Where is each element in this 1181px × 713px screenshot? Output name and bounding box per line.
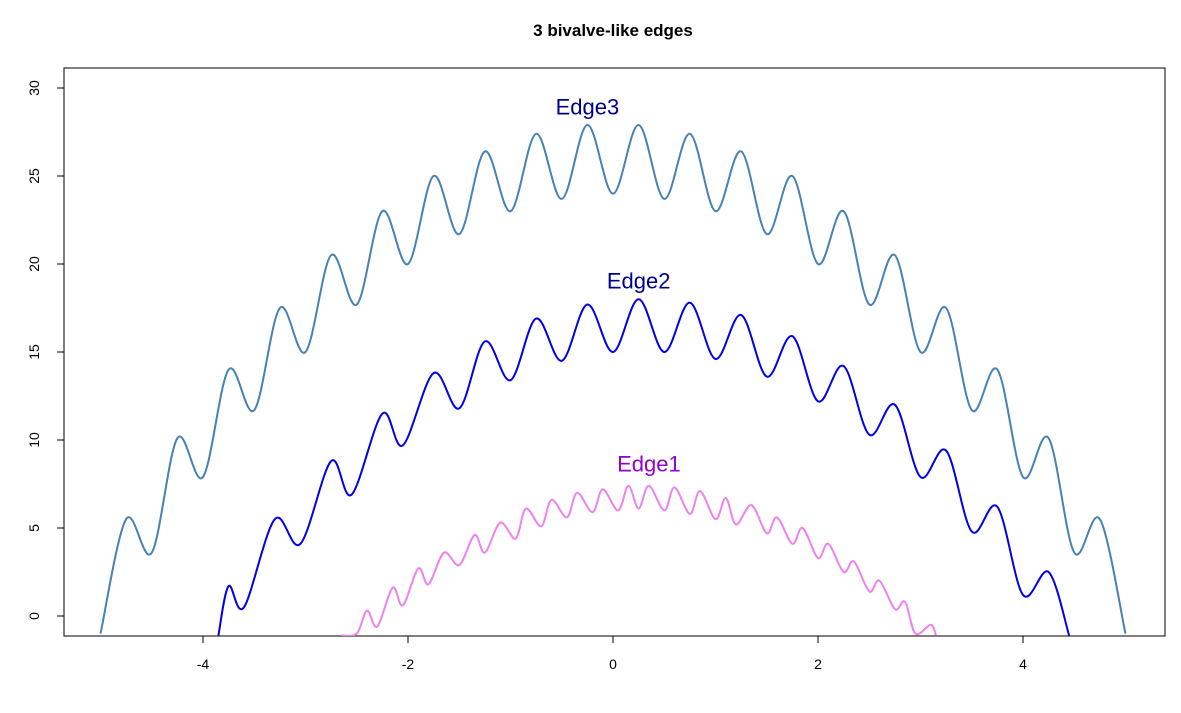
- x-axis: -4 -2 0 2 4: [197, 635, 1027, 672]
- x-tick-label: -2: [402, 656, 415, 672]
- series-line-edge1: [341, 484, 937, 636]
- series-label-edge3: Edge3: [556, 94, 620, 119]
- chart-title: 3 bivalve-like edges: [533, 21, 693, 40]
- series-line-edge2: [217, 298, 1071, 636]
- y-tick-label: 30: [26, 80, 42, 96]
- x-tick-label: 4: [1019, 656, 1027, 672]
- x-tick-label: -4: [197, 656, 210, 672]
- series-line-edge3: [99, 123, 1127, 634]
- series-label-layer: Edge1 Edge2 Edge3: [556, 94, 681, 476]
- y-tick-label: 5: [26, 524, 42, 532]
- y-axis: 0 5 10 15 20 25 30: [26, 80, 65, 620]
- y-tick-label: 25: [26, 168, 42, 184]
- x-tick-label: 0: [609, 656, 617, 672]
- y-tick-label: 20: [26, 256, 42, 272]
- series-layer: [99, 123, 1127, 636]
- x-tick-label: 2: [814, 656, 822, 672]
- series-label-edge1: Edge1: [617, 452, 681, 477]
- y-tick-label: 0: [26, 612, 42, 620]
- y-tick-label: 10: [26, 432, 42, 448]
- y-tick-label: 15: [26, 344, 42, 360]
- series-label-edge2: Edge2: [607, 269, 671, 294]
